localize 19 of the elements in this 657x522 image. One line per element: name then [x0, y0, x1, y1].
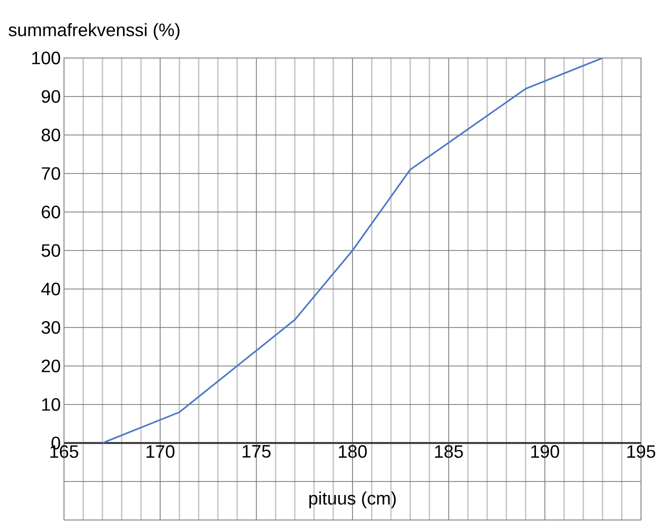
- x-axis-title: pituus (cm): [309, 492, 396, 508]
- x-tick-label: 190: [531, 445, 560, 458]
- y-tick-label: 90: [42, 90, 60, 103]
- x-tick-label: 175: [242, 445, 271, 458]
- y-tick-label: 50: [42, 244, 60, 257]
- y-tick-label: 60: [42, 206, 60, 218]
- x-tick-label: 185: [435, 445, 463, 458]
- y-tick-label: 30: [42, 321, 60, 334]
- x-tick-label: 170: [146, 445, 174, 458]
- y-tick-label: 80: [42, 128, 60, 142]
- y-tick-label: 70: [42, 167, 60, 180]
- x-tick-label: 195: [627, 445, 656, 458]
- y-tick-label: 40: [41, 282, 60, 296]
- x-tick-label: 180: [338, 445, 367, 458]
- y-tick-label: 20: [42, 360, 60, 372]
- line-series: [102, 58, 604, 444]
- y-axis-title: summafrekvenssi (%): [8, 23, 180, 40]
- y-tick-label: 100: [32, 52, 60, 64]
- y-tick-label: 10: [42, 398, 60, 411]
